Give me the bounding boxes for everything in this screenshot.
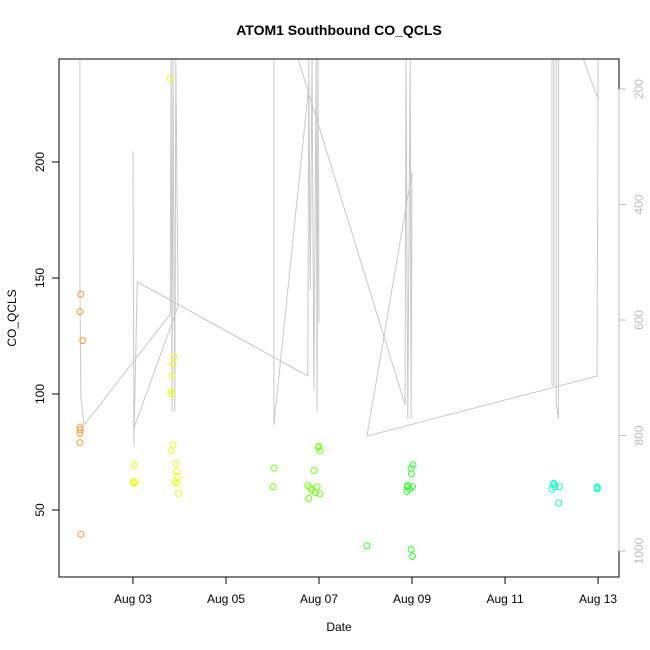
pressure-line-segment bbox=[273, 59, 310, 426]
data-point bbox=[555, 499, 563, 507]
data-point bbox=[555, 483, 563, 491]
data-point bbox=[269, 483, 277, 491]
data-point bbox=[304, 482, 312, 490]
data-point bbox=[407, 545, 415, 553]
data-point bbox=[76, 439, 84, 447]
data-point bbox=[174, 472, 182, 480]
data-point bbox=[315, 442, 323, 450]
x-tick-label: Aug 11 bbox=[486, 592, 523, 606]
data-point bbox=[168, 390, 176, 398]
data-point bbox=[549, 480, 557, 488]
data-point bbox=[409, 461, 417, 469]
data-point bbox=[173, 479, 181, 487]
pressure-line-segment bbox=[582, 59, 599, 99]
data-point bbox=[76, 308, 84, 316]
right-tick-label: 200 bbox=[632, 79, 646, 99]
data-point bbox=[76, 429, 84, 437]
points-layer bbox=[76, 74, 602, 560]
y-tick-label: 100 bbox=[33, 384, 47, 404]
plot-frame bbox=[58, 58, 620, 578]
y-tick-label: 150 bbox=[33, 268, 47, 288]
right-tick-label: 600 bbox=[632, 310, 646, 330]
data-point bbox=[403, 487, 411, 495]
y-axis-label: CO_QCLS bbox=[5, 289, 19, 346]
pressure-line-segment bbox=[551, 59, 559, 419]
data-point bbox=[403, 483, 411, 491]
data-point bbox=[593, 485, 601, 493]
data-point bbox=[408, 552, 416, 560]
data-point bbox=[77, 530, 85, 538]
x-tick-label: Aug 05 bbox=[207, 592, 245, 606]
data-point bbox=[310, 467, 318, 475]
data-point bbox=[77, 290, 85, 298]
right-tick-label: 800 bbox=[632, 425, 646, 445]
data-point bbox=[130, 479, 138, 487]
data-point bbox=[76, 426, 84, 434]
data-point bbox=[131, 478, 139, 486]
data-point bbox=[169, 360, 177, 368]
data-point bbox=[170, 353, 178, 361]
data-point bbox=[314, 443, 322, 451]
data-point bbox=[548, 485, 556, 493]
right-tick-label: 400 bbox=[632, 194, 646, 214]
x-tick-label: Aug 09 bbox=[393, 592, 431, 606]
x-tick-label: Aug 13 bbox=[579, 592, 617, 606]
y-tick-label: 200 bbox=[33, 152, 47, 172]
data-point bbox=[130, 461, 138, 469]
axes: Aug 03 Aug 05 Aug 07 Aug 09 Aug 11 Aug 13 50 10… bbox=[33, 79, 646, 606]
chart-title: ATOM1 Southbound CO_QCLS bbox=[236, 22, 442, 38]
data-point bbox=[270, 464, 278, 472]
right-tick-label: 1000 bbox=[632, 537, 646, 564]
data-point bbox=[168, 371, 176, 379]
pressure-line-segment bbox=[79, 59, 320, 446]
data-point bbox=[305, 494, 313, 502]
data-point bbox=[173, 468, 181, 476]
data-point bbox=[313, 483, 321, 491]
data-point bbox=[129, 478, 137, 486]
data-point bbox=[363, 542, 371, 550]
pressure-line-layer bbox=[79, 59, 599, 446]
data-point bbox=[169, 441, 177, 449]
data-point bbox=[166, 74, 174, 82]
pressure-line-segment bbox=[297, 59, 599, 437]
x-axis-label: Date bbox=[326, 620, 352, 634]
data-point bbox=[79, 337, 87, 345]
y-tick-label: 50 bbox=[33, 503, 47, 517]
x-tick-label: Aug 07 bbox=[300, 592, 338, 606]
data-point bbox=[172, 460, 180, 468]
data-point bbox=[175, 490, 183, 498]
data-point bbox=[316, 447, 324, 455]
x-tick-label: Aug 03 bbox=[114, 592, 152, 606]
data-point bbox=[306, 484, 314, 492]
data-point bbox=[316, 490, 324, 498]
data-point bbox=[408, 470, 416, 478]
data-point bbox=[167, 447, 175, 455]
